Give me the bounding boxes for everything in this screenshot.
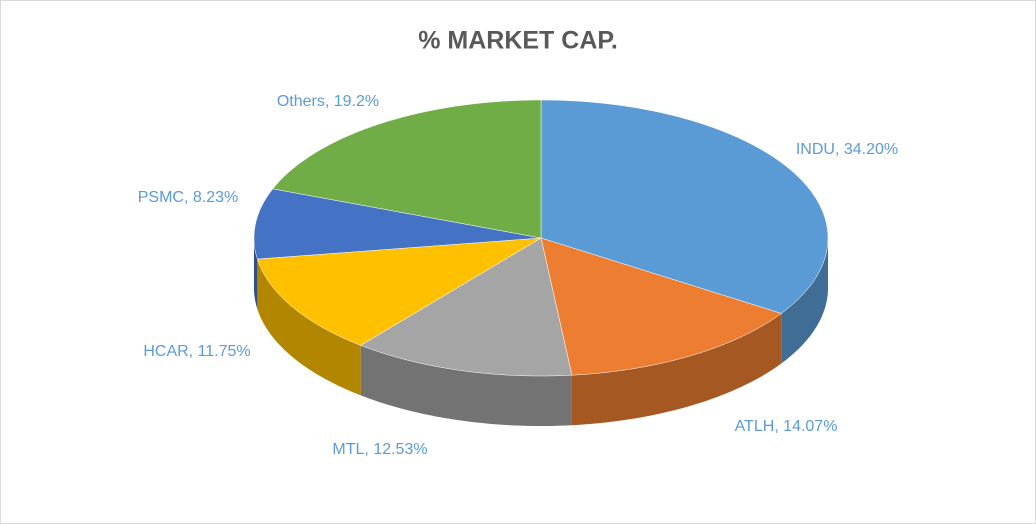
slice	[272, 99, 542, 239]
chart-title: % MARKET CAP.	[418, 27, 618, 55]
slice-side	[571, 313, 782, 426]
slice	[360, 237, 573, 377]
slice-side	[254, 238, 258, 310]
slice	[540, 99, 829, 314]
data-label: MTL, 12.53%	[332, 441, 427, 458]
slice	[257, 237, 542, 346]
data-label: HCAR, 11.75%	[143, 343, 250, 360]
data-label: Others, 19.2%	[277, 93, 379, 110]
slice	[540, 237, 782, 376]
slice-side	[360, 345, 572, 426]
slice-side	[257, 259, 361, 396]
data-label: INDU, 34.20%	[796, 141, 898, 158]
data-label: ATLH, 14.07%	[735, 418, 838, 435]
slice	[253, 188, 542, 260]
data-label: PSMC, 8.23%	[138, 189, 238, 206]
slice-side	[781, 238, 828, 364]
